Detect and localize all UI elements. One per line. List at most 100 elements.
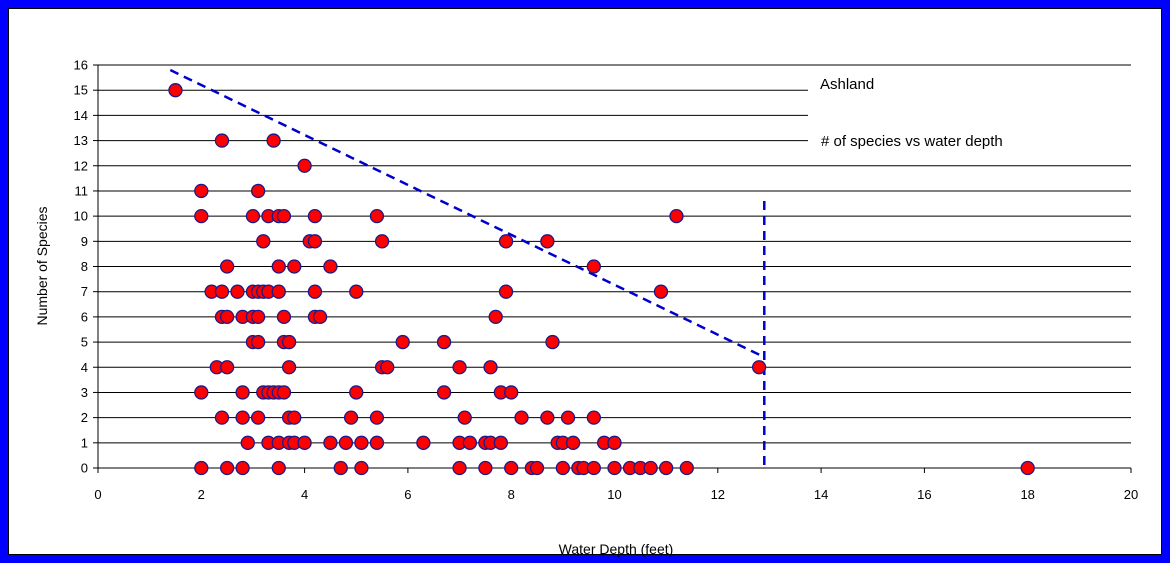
data-point (586, 460, 601, 476)
data-point (586, 410, 601, 425)
data-point (436, 334, 452, 350)
data-point (271, 460, 286, 476)
data-point (250, 410, 266, 425)
data-point (540, 234, 555, 249)
data-point (488, 309, 503, 325)
data-point (483, 360, 498, 375)
data-point (235, 410, 250, 425)
data-point (297, 158, 312, 173)
data-point (560, 410, 576, 425)
x-tick-label: 14 (814, 487, 828, 502)
data-point (586, 259, 601, 274)
data-point (478, 460, 493, 476)
data-point (354, 435, 369, 450)
data-point (219, 460, 235, 476)
data-point (679, 460, 694, 476)
data-point (230, 284, 245, 299)
data-point (354, 460, 369, 476)
x-tick-label: 2 (198, 487, 205, 502)
data-point (369, 410, 385, 425)
data-point (369, 435, 385, 450)
y-tick-label: 0 (81, 461, 88, 476)
data-point (566, 435, 581, 450)
data-point (607, 460, 622, 476)
data-point (250, 183, 266, 199)
data-point (194, 208, 209, 224)
data-point (514, 410, 529, 425)
x-tick-label: 18 (1020, 487, 1034, 502)
x-tick-label: 20 (1124, 487, 1138, 502)
y-tick-label: 14 (74, 108, 88, 123)
data-point (436, 385, 452, 400)
data-point (287, 410, 302, 425)
data-points (168, 83, 1035, 476)
reference-lines (169, 68, 766, 468)
data-point (374, 234, 390, 249)
data-point (369, 208, 385, 224)
annotation-line-2: # of species vs water depth (821, 133, 1003, 150)
x-tick-label: 0 (94, 487, 101, 502)
data-point (498, 284, 514, 299)
data-point (555, 460, 570, 476)
data-point (219, 309, 235, 325)
y-tick-label: 9 (81, 234, 88, 249)
data-point (349, 385, 364, 400)
data-point (214, 410, 230, 425)
data-point (214, 284, 230, 299)
data-point (307, 284, 323, 299)
x-tick-label: 4 (301, 487, 308, 502)
trend-line (169, 68, 765, 359)
data-point (607, 435, 622, 450)
data-point (235, 460, 250, 476)
data-point (250, 309, 266, 325)
x-axis-title: Water Depth (feet) (559, 541, 674, 557)
data-point (281, 334, 297, 350)
y-tick-label: 10 (74, 209, 88, 224)
y-tick-label: 5 (81, 335, 88, 350)
annotation: Ashland # of species vs water depth (808, 66, 1138, 156)
data-point (312, 309, 328, 325)
data-point (194, 183, 209, 199)
data-point (669, 208, 684, 224)
data-point (323, 259, 338, 274)
data-point (276, 208, 292, 224)
data-point (266, 133, 281, 148)
data-point (287, 259, 302, 274)
data-point (529, 460, 545, 476)
data-point (307, 234, 323, 249)
y-tick-label: 12 (74, 158, 88, 173)
y-tick-label: 1 (81, 435, 88, 450)
data-point (338, 435, 354, 450)
y-tick-label: 13 (74, 133, 88, 148)
data-point (462, 435, 478, 450)
data-point (452, 460, 467, 476)
data-point (1020, 460, 1035, 476)
data-point (333, 460, 348, 476)
data-point (271, 284, 286, 299)
x-tick-label: 6 (404, 487, 411, 502)
y-tick-label: 7 (81, 284, 88, 299)
y-axis-title: Number of Species (34, 206, 50, 325)
y-tick-label: 15 (74, 83, 88, 98)
data-point (498, 234, 514, 249)
data-point (349, 284, 364, 299)
data-point (653, 284, 669, 299)
data-point (271, 259, 286, 274)
data-point (240, 435, 255, 450)
data-point (281, 360, 297, 375)
x-tick-label: 10 (607, 487, 621, 502)
data-point (380, 360, 395, 375)
x-tick-label: 12 (711, 487, 725, 502)
data-point (493, 435, 509, 450)
y-tick-label: 16 (74, 58, 88, 73)
data-point (343, 410, 359, 425)
data-point (194, 385, 209, 400)
data-point (545, 334, 560, 350)
x-tick-label: 16 (917, 487, 931, 502)
data-point (416, 435, 431, 450)
data-point (214, 133, 230, 148)
y-tick-label: 6 (81, 309, 88, 324)
data-point (457, 410, 472, 425)
